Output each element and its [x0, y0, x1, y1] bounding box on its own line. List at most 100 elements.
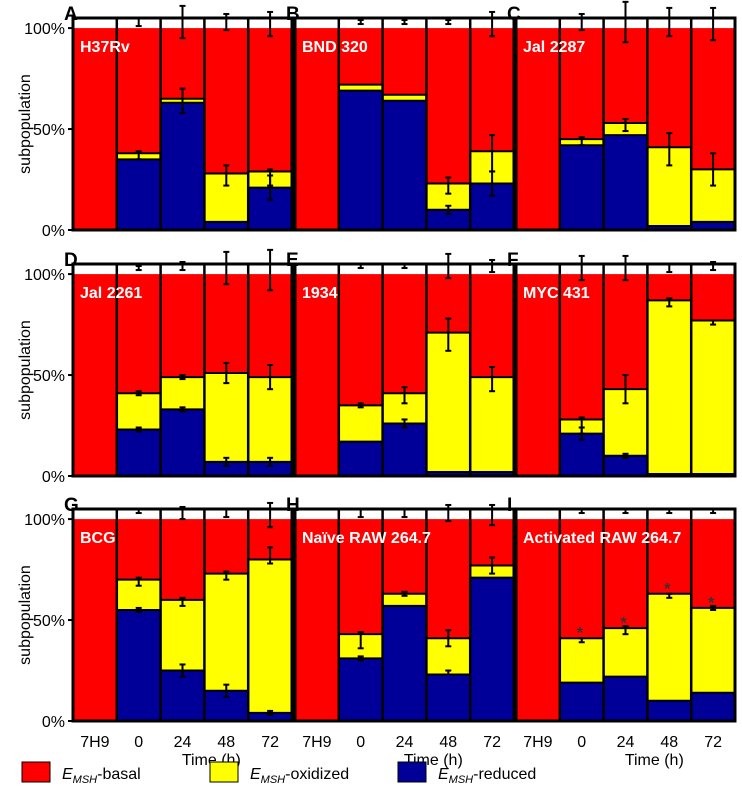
bar-a-48-reduced [204, 221, 249, 230]
x-tick-label: 24 [617, 734, 635, 751]
bar-e-48-reduced [426, 471, 471, 476]
bar-d-48-basal [204, 274, 249, 374]
bar-b-72-basal [470, 28, 514, 152]
legend: EMSH-basal EMSH-oxidized EMSH-reduced [21, 761, 536, 786]
bar-f-72-oxidized [691, 320, 735, 474]
bar-g-72-oxidized [248, 559, 292, 713]
bar-b-0-reduced [338, 90, 383, 230]
panel-letter: A [64, 4, 78, 25]
legend-label: EMSH-reduced [438, 766, 536, 786]
bar-d-48-reduced [204, 461, 249, 476]
bar-e-24-basal [382, 274, 427, 394]
bar-f-0-reduced [559, 433, 604, 476]
panel-letter: I [507, 495, 512, 516]
panel-letter: E [286, 250, 299, 271]
bar-i-48-basal [647, 519, 692, 594]
significance-star: * [621, 615, 628, 632]
bar-b-0-oxidized [338, 84, 383, 91]
bar-e-0-basal [338, 274, 383, 406]
x-tick-label: 24 [174, 734, 192, 751]
bar-c-72-basal [691, 28, 735, 170]
panel-title: BND 320 [302, 39, 368, 56]
y-tick-label: 0% [42, 714, 65, 731]
panel-frame [514, 262, 737, 478]
bar-h-0-reduced [338, 658, 383, 721]
legend-swatch [209, 761, 239, 783]
bar-a-0-basal [116, 28, 161, 154]
bar-g-24-basal [160, 519, 205, 600]
bar-h-72-reduced [470, 577, 514, 721]
x-tick-label: 7H9 [302, 734, 331, 751]
significance-star: * [577, 625, 584, 642]
bar-a-48-basal [204, 28, 249, 174]
bar-e-72-oxidized [470, 377, 514, 472]
panel-i: * * * * Activated RAW 264.7 I 7H9 0 24 48 72 Time (… [507, 495, 737, 769]
bar-d-24-basal [160, 274, 205, 378]
bar-i-72-reduced [691, 692, 735, 721]
bar-i-48-oxidized [647, 593, 692, 701]
panel-frame [71, 262, 294, 478]
bar-d-24-reduced [160, 409, 205, 476]
panel-letter: F [507, 250, 519, 271]
bar-a-72-basal [248, 28, 292, 172]
y-axis-label: subpopulation [17, 565, 34, 665]
legend-label: EMSH-basal [62, 766, 141, 786]
bar-c-72-reduced [691, 221, 735, 230]
bar-h-7H9-basal [295, 519, 339, 721]
panel-title: Activated RAW 264.7 [523, 530, 681, 547]
bar-e-72-reduced [470, 471, 514, 476]
bar-c-0-basal [559, 28, 604, 140]
bar-g-0-reduced [116, 609, 161, 721]
x-tick-label: 72 [483, 734, 501, 751]
significance-star: * [664, 581, 671, 598]
bar-i-0-oxidized [559, 638, 604, 683]
bar-i-24-oxidized [603, 628, 648, 677]
bar-e-0-oxidized [338, 405, 383, 442]
bar-d-7H9-basal [73, 274, 117, 476]
y-tick-label: 100% [24, 267, 65, 284]
bar-e-0-reduced [338, 441, 383, 476]
panel-letter: D [64, 250, 78, 271]
bar-b-0-basal [338, 28, 383, 85]
x-axis-label: Time (h) [625, 752, 684, 769]
bar-f-0-basal [559, 274, 604, 420]
bar-g-0-basal [116, 519, 161, 580]
y-axis-label: subpopulation [17, 320, 34, 420]
panel-title: 1934 [302, 285, 338, 302]
bar-d-72-reduced [248, 461, 292, 476]
bar-d-0-basal [116, 274, 161, 394]
bar-i-0-reduced [559, 682, 604, 721]
y-tick-label: 0% [42, 223, 65, 240]
bar-c-7H9-basal [516, 28, 560, 230]
bar-f-48-oxidized [647, 300, 692, 474]
panel-title: Jal 2261 [80, 285, 142, 302]
x-tick-label: 0 [134, 734, 143, 751]
bar-i-0-basal [559, 519, 604, 639]
panel-title: MYC 431 [523, 285, 590, 302]
bar-i-24-basal [603, 519, 648, 629]
bar-i-24-reduced [603, 676, 648, 721]
bar-b-24-reduced [382, 100, 427, 231]
bar-a-0-reduced [116, 159, 161, 230]
legend-swatch [21, 761, 51, 783]
significance-star: * [708, 595, 715, 612]
bar-b-48-reduced [426, 209, 471, 230]
bar-f-24-basal [603, 274, 648, 390]
legend-label: EMSH-oxidized [250, 766, 349, 786]
bar-e-72-basal [470, 274, 514, 378]
bar-c-24-basal [603, 28, 648, 123]
bar-g-24-reduced [160, 670, 205, 721]
bar-c-48-basal [647, 28, 692, 148]
y-axis-label: subpopulation [17, 74, 34, 174]
bar-b-24-basal [382, 28, 427, 95]
bar-b-24-oxidized [382, 94, 427, 101]
x-tick-label: 48 [439, 734, 457, 751]
